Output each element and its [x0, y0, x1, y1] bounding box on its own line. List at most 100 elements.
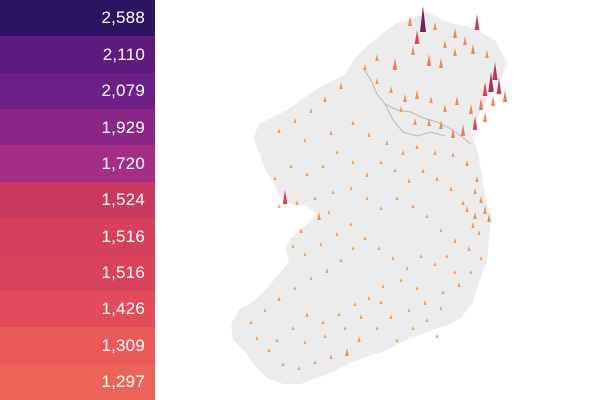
population-spike	[295, 200, 299, 205]
population-spike	[478, 98, 484, 110]
population-spike	[293, 286, 297, 290]
legend-value: 1,516	[101, 226, 145, 246]
population-spike	[401, 150, 405, 155]
population-spike	[445, 254, 449, 258]
population-spike	[425, 214, 429, 218]
legend-value: 2,588	[101, 8, 145, 28]
population-spike	[319, 242, 323, 246]
population-spike	[335, 150, 339, 154]
population-spike	[433, 22, 437, 30]
population-spike	[425, 318, 429, 322]
population-spike	[482, 82, 488, 96]
population-spike	[413, 118, 417, 125]
population-spike	[453, 28, 457, 38]
population-spike	[291, 244, 295, 248]
legend-row: 2,588	[0, 0, 155, 37]
population-spike	[389, 86, 393, 93]
population-spike	[473, 188, 477, 194]
legend-value: 1,516	[101, 262, 145, 282]
population-spike	[329, 130, 333, 135]
population-spike	[321, 164, 325, 168]
population-spike	[365, 172, 369, 177]
spike-layer	[249, 6, 508, 370]
population-spike	[313, 196, 317, 200]
population-spike	[441, 290, 445, 294]
population-spike	[391, 256, 395, 260]
population-spike	[277, 128, 281, 133]
population-spike	[313, 360, 317, 364]
population-spike	[263, 308, 267, 312]
population-spike	[289, 164, 293, 168]
population-spike	[465, 160, 469, 166]
population-spike	[487, 214, 491, 222]
population-spike	[472, 116, 478, 130]
population-spike	[303, 138, 307, 142]
population-spike	[275, 338, 279, 342]
population-spike	[349, 222, 353, 226]
population-spike	[349, 186, 353, 190]
population-spike	[415, 286, 419, 290]
population-spike	[443, 40, 447, 48]
population-spike	[297, 366, 301, 370]
population-spike	[451, 128, 455, 138]
population-spike	[421, 168, 425, 173]
legend-value: 2,110	[102, 44, 145, 64]
population-spike	[353, 302, 357, 306]
population-spike	[435, 176, 439, 181]
population-spike	[407, 178, 411, 183]
population-spike	[343, 326, 347, 330]
population-spike	[411, 46, 415, 55]
population-spike	[411, 204, 415, 208]
population-spike	[345, 348, 349, 356]
population-spike	[453, 48, 457, 56]
population-spike	[423, 300, 427, 305]
population-spike	[427, 118, 431, 126]
population-spike	[305, 312, 309, 317]
population-spike	[465, 206, 469, 212]
population-spike	[299, 228, 303, 233]
population-spike	[323, 334, 327, 338]
population-spike	[395, 338, 399, 342]
population-spike	[363, 236, 367, 240]
legend-row: 1,516	[0, 254, 155, 292]
population-spike	[408, 16, 412, 26]
population-spike	[492, 62, 498, 80]
population-spike	[359, 314, 363, 319]
ireland-map	[231, 6, 508, 384]
population-spike	[435, 334, 439, 338]
population-spike	[407, 308, 411, 312]
population-spike	[471, 44, 475, 54]
population-spike	[303, 340, 307, 344]
population-spike	[367, 132, 371, 137]
population-spike	[277, 204, 281, 208]
population-spike	[267, 348, 271, 352]
legend-value: 2,079	[101, 81, 145, 101]
legend-row: 1,929	[0, 109, 155, 146]
legend-row: 1,297	[0, 363, 155, 400]
population-spike	[403, 94, 407, 102]
population-spike	[323, 96, 327, 102]
legend-list: 2,588 2,110 2,079 1,929 1,720 1,524 1,516 1,516…	[0, 0, 155, 400]
population-spike	[399, 278, 403, 282]
population-spike	[309, 276, 313, 280]
population-spike	[317, 212, 321, 220]
population-spike	[281, 362, 285, 366]
population-spike	[379, 206, 383, 210]
population-spike	[475, 176, 479, 182]
population-spike	[339, 258, 343, 262]
population-spike	[339, 82, 343, 89]
legend-row: 2,079	[0, 72, 155, 110]
population-spike	[337, 312, 341, 316]
legend-row: 1,309	[0, 327, 155, 365]
population-spike	[309, 108, 313, 113]
population-spike	[255, 336, 259, 340]
population-spike	[329, 354, 333, 359]
legend-row: 1,426	[0, 290, 155, 328]
population-spike	[357, 336, 361, 342]
population-spike	[291, 326, 295, 330]
population-spike	[419, 254, 423, 258]
population-spike	[385, 140, 389, 145]
population-spike	[439, 58, 443, 68]
population-spike	[305, 172, 309, 176]
population-spike	[491, 96, 495, 106]
